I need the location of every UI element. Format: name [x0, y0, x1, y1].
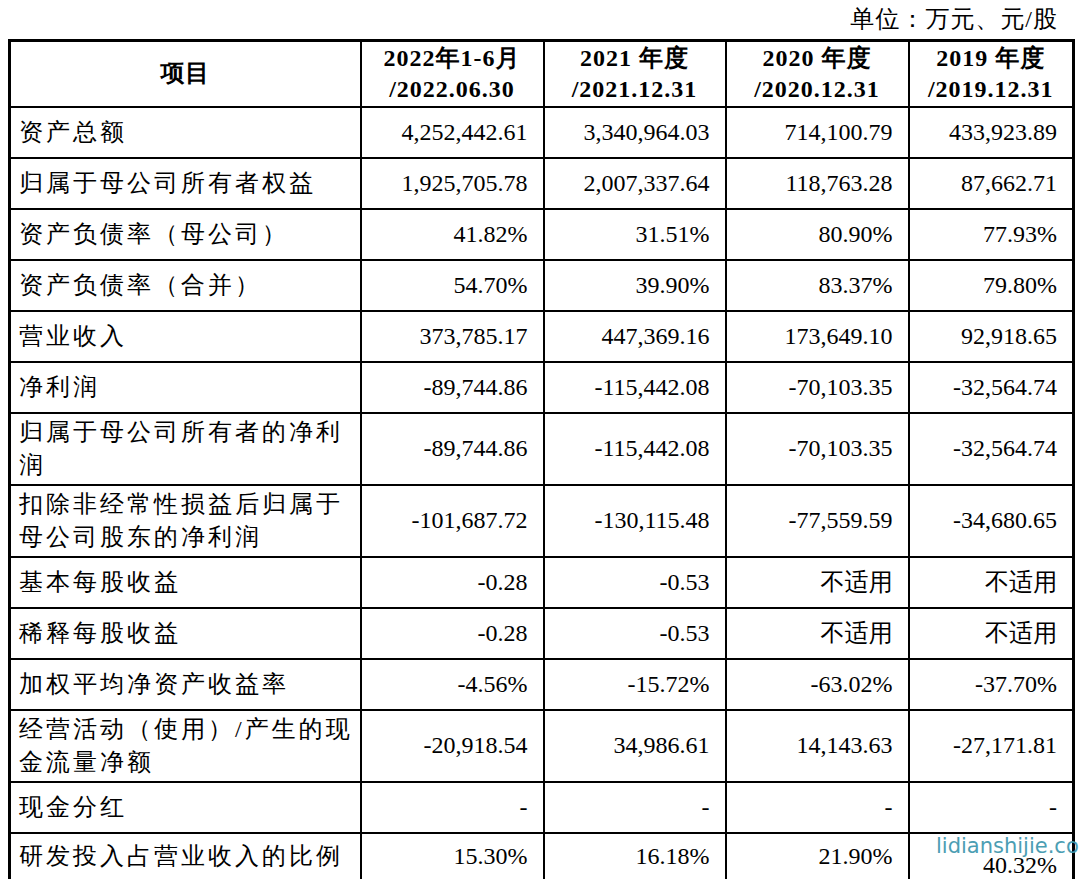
cell-value: -34,680.65: [909, 485, 1074, 557]
cell-value: 80.90%: [726, 209, 909, 260]
cell-value: -70,103.35: [726, 413, 909, 485]
cell-value: -: [361, 782, 544, 833]
cell-value: -37.70%: [909, 659, 1074, 710]
watermark-text: lidianshijie.com: [936, 834, 1080, 858]
financial-summary-table: 项目 2022年1-6月 /2022.06.30 2021 年度 /2021.1…: [8, 39, 1075, 879]
column-header-2019: 2019 年度 /2019.12.31: [909, 41, 1074, 107]
cell-value: -: [544, 782, 726, 833]
cell-value: -27,171.81: [909, 710, 1074, 782]
row-label: 净利润: [10, 362, 361, 413]
table-row-total-assets: 资产总额 4,252,442.61 3,340,964.03 714,100.7…: [10, 107, 1074, 158]
cell-value: -: [726, 782, 909, 833]
cell-value: 39.90%: [544, 260, 726, 311]
row-label: 经营活动（使用）/产生的现金流量净额: [10, 710, 361, 782]
table-row-weighted-roe: 加权平均净资产收益率 -4.56% -15.72% -63.02% -37.70…: [10, 659, 1074, 710]
table-row-rd-ratio: 研发投入占营业收入的比例 15.30% 16.18% 21.90% 40.32%: [10, 833, 1074, 879]
cell-value: -0.53: [544, 608, 726, 659]
cell-value: 不适用: [726, 608, 909, 659]
row-label: 资产负债率（母公司）: [10, 209, 361, 260]
cell-value: 2,007,337.64: [544, 158, 726, 209]
column-header-2020: 2020 年度 /2020.12.31: [726, 41, 909, 107]
cell-value: 不适用: [909, 557, 1074, 608]
table-row-net-profit-deducted: 扣除非经常性损益后归属于母公司股东的净利润 -101,687.72 -130,1…: [10, 485, 1074, 557]
table-row-parent-equity: 归属于母公司所有者权益 1,925,705.78 2,007,337.64 11…: [10, 158, 1074, 209]
table-row-debt-ratio-parent: 资产负债率（母公司） 41.82% 31.51% 80.90% 77.93%: [10, 209, 1074, 260]
row-label: 扣除非经常性损益后归属于母公司股东的净利润: [10, 485, 361, 557]
cell-value: 173,649.10: [726, 311, 909, 362]
row-label: 营业收入: [10, 311, 361, 362]
column-header-2022h1: 2022年1-6月 /2022.06.30: [361, 41, 544, 107]
cell-value: 79.80%: [909, 260, 1074, 311]
cell-value: -70,103.35: [726, 362, 909, 413]
cell-value: -4.56%: [361, 659, 544, 710]
cell-value: -101,687.72: [361, 485, 544, 557]
cell-value: 4,252,442.61: [361, 107, 544, 158]
cell-value: 21.90%: [726, 833, 909, 879]
table-row-net-profit-parent: 归属于母公司所有者的净利润 -89,744.86 -115,442.08 -70…: [10, 413, 1074, 485]
cell-value: -77,559.59: [726, 485, 909, 557]
column-header-item: 项目: [10, 41, 361, 107]
cell-value: 373,785.17: [361, 311, 544, 362]
table-row-diluted-eps: 稀释每股收益 -0.28 -0.53 不适用 不适用: [10, 608, 1074, 659]
unit-label: 单位：万元、元/股: [850, 3, 1058, 35]
row-label: 加权平均净资产收益率: [10, 659, 361, 710]
row-label: 现金分红: [10, 782, 361, 833]
cell-value: -32,564.74: [909, 413, 1074, 485]
cell-value: 15.30%: [361, 833, 544, 879]
cell-value: -63.02%: [726, 659, 909, 710]
cell-value: 1,925,705.78: [361, 158, 544, 209]
cell-value: -130,115.48: [544, 485, 726, 557]
cell-value: -15.72%: [544, 659, 726, 710]
cell-value: -0.53: [544, 557, 726, 608]
row-label: 资产负债率（合并）: [10, 260, 361, 311]
table-row-cash-dividend: 现金分红 - - - -: [10, 782, 1074, 833]
cell-value: 31.51%: [544, 209, 726, 260]
cell-value: 不适用: [726, 557, 909, 608]
cell-value: -115,442.08: [544, 413, 726, 485]
row-label: 研发投入占营业收入的比例: [10, 833, 361, 879]
cell-value: -: [909, 782, 1074, 833]
table-row-debt-ratio-consolidated: 资产负债率（合并） 54.70% 39.90% 83.37% 79.80%: [10, 260, 1074, 311]
cell-value: 433,923.89: [909, 107, 1074, 158]
document-page: 单位：万元、元/股 项目 2022年1-6月 /2022.06.30 2021 …: [0, 0, 1080, 879]
cell-value: 87,662.71: [909, 158, 1074, 209]
cell-value: 54.70%: [361, 260, 544, 311]
cell-value: -89,744.86: [361, 362, 544, 413]
cell-value: 41.82%: [361, 209, 544, 260]
cell-value: -89,744.86: [361, 413, 544, 485]
table-row-net-profit: 净利润 -89,744.86 -115,442.08 -70,103.35 -3…: [10, 362, 1074, 413]
cell-value: 14,143.63: [726, 710, 909, 782]
cell-value: -0.28: [361, 608, 544, 659]
cell-value: -0.28: [361, 557, 544, 608]
table-row-operating-cash-flow: 经营活动（使用）/产生的现金流量净额 -20,918.54 34,986.61 …: [10, 710, 1074, 782]
cell-value: 447,369.16: [544, 311, 726, 362]
cell-value: -20,918.54: [361, 710, 544, 782]
row-label: 归属于母公司所有者权益: [10, 158, 361, 209]
cell-value: -115,442.08: [544, 362, 726, 413]
row-label: 资产总额: [10, 107, 361, 158]
cell-value: 83.37%: [726, 260, 909, 311]
cell-value: 3,340,964.03: [544, 107, 726, 158]
header-row: 项目 2022年1-6月 /2022.06.30 2021 年度 /2021.1…: [10, 41, 1074, 107]
cell-value: 77.93%: [909, 209, 1074, 260]
cell-value: -32,564.74: [909, 362, 1074, 413]
table-row-revenue: 营业收入 373,785.17 447,369.16 173,649.10 92…: [10, 311, 1074, 362]
row-label: 基本每股收益: [10, 557, 361, 608]
cell-value: 不适用: [909, 608, 1074, 659]
table-row-basic-eps: 基本每股收益 -0.28 -0.53 不适用 不适用: [10, 557, 1074, 608]
row-label: 稀释每股收益: [10, 608, 361, 659]
cell-value: 16.18%: [544, 833, 726, 879]
cell-value: 714,100.79: [726, 107, 909, 158]
column-header-2021: 2021 年度 /2021.12.31: [544, 41, 726, 107]
row-label: 归属于母公司所有者的净利润: [10, 413, 361, 485]
cell-value: 34,986.61: [544, 710, 726, 782]
cell-value: 92,918.65: [909, 311, 1074, 362]
cell-value: 118,763.28: [726, 158, 909, 209]
